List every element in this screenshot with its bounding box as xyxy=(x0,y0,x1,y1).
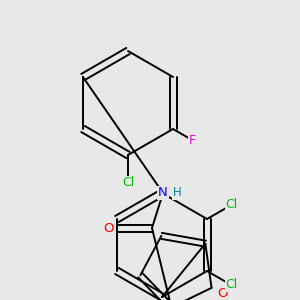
Text: H: H xyxy=(172,187,182,200)
Text: O: O xyxy=(217,287,227,300)
Text: O: O xyxy=(103,221,113,235)
Text: N: N xyxy=(158,187,168,200)
Text: Cl: Cl xyxy=(225,199,237,212)
Text: F: F xyxy=(188,134,196,146)
Text: Cl: Cl xyxy=(122,176,134,190)
Text: Cl: Cl xyxy=(225,278,237,292)
